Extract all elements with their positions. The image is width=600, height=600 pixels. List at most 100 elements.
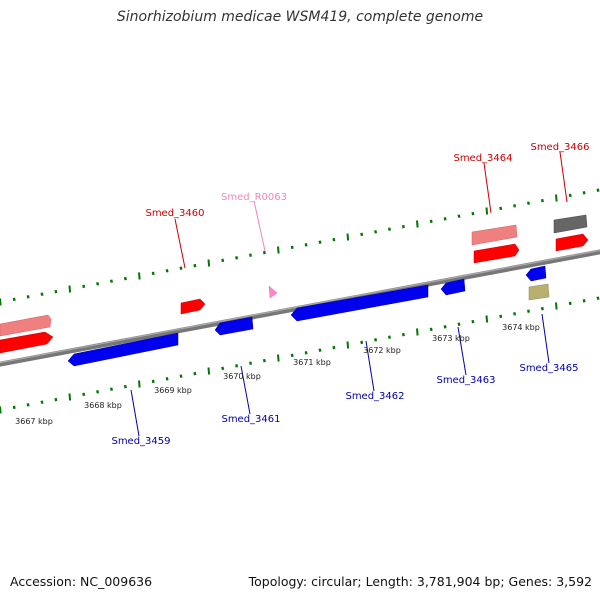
tick-row-reverse-tick: [346, 341, 350, 349]
gene-arrow-smed-3465-a[interactable]: [525, 265, 547, 282]
tick-row-forward-tick: [151, 271, 155, 276]
tick-row-forward-tick: [401, 224, 405, 229]
cds-bar-forward-1[interactable]: [0, 314, 52, 337]
tick-row-reverse-tick: [457, 322, 461, 326]
tick-row-forward-tick: [207, 259, 211, 267]
tick-row-reverse-tick: [40, 400, 44, 404]
scale-label-3671: 3671 kbp: [293, 358, 331, 367]
tick-row-forward-tick: [457, 214, 461, 218]
scale-label-3670: 3670 kbp: [223, 372, 261, 381]
gene-arrow-forward-1[interactable]: [0, 331, 54, 354]
genome-summary-text: Topology: circular; Length: 3,781,904 bp…: [248, 574, 592, 589]
tick-row-forward-tick: [374, 230, 378, 234]
tick-row-reverse-tick: [0, 406, 2, 414]
label-smed-3464[interactable]: Smed_3464: [453, 153, 512, 164]
tick-row-reverse-tick: [68, 393, 72, 401]
scale-label-3674: 3674 kbp: [502, 323, 540, 332]
tick-row-forward-tick: [555, 194, 558, 202]
gene-arrow-smed-3464[interactable]: [473, 243, 520, 264]
leader-smed-3459: [130, 389, 140, 437]
accession-text: Accession: NC_009636: [10, 574, 153, 589]
tick-row-forward-tick: [82, 284, 86, 289]
tick-row-forward-tick: [110, 279, 113, 283]
cds-bar-smed-3464[interactable]: [471, 224, 518, 246]
pseudo-bar-smed-3466[interactable]: [553, 214, 588, 234]
label-smed-3459[interactable]: Smed_3459: [111, 436, 170, 447]
tick-row-reverse-tick: [568, 301, 572, 306]
scale-label-3667: 3667 kbp: [15, 417, 53, 426]
label-smed-3463[interactable]: Smed_3463: [436, 375, 495, 386]
label-smed-3460[interactable]: Smed_3460: [145, 208, 204, 219]
tick-row-reverse-tick: [443, 325, 447, 329]
tick-row-reverse-tick: [12, 405, 16, 410]
tick-row-reverse-tick: [277, 354, 280, 362]
misc-bar-smed-3465[interactable]: [528, 283, 550, 301]
tick-row-reverse-tick: [555, 302, 558, 310]
tick-row-reverse-tick: [193, 371, 197, 376]
tick-row-forward-tick: [262, 250, 266, 255]
tick-row-forward-tick: [221, 258, 225, 263]
tick-row-reverse-tick: [207, 367, 211, 375]
tick-row-forward-tick: [499, 206, 503, 211]
tick-row-forward-tick: [346, 233, 350, 241]
tick-row-forward-tick: [26, 295, 30, 299]
tick-row-forward-tick: [165, 269, 169, 273]
tick-row-forward-tick: [304, 243, 308, 247]
tick-row-forward-tick: [429, 219, 433, 224]
tick-row-reverse-tick: [110, 387, 113, 391]
page-title: Sinorhizobium medicae WSM419, complete g…: [116, 9, 484, 25]
tick-row-reverse-tick: [249, 361, 252, 365]
leader-smed-3461: [240, 365, 251, 415]
tick-row-forward-tick: [96, 282, 100, 286]
tick-row-reverse-tick: [221, 366, 225, 371]
tick-row-reverse-tick: [54, 397, 58, 402]
tick-row-reverse-tick: [429, 327, 433, 332]
tick-row-forward-tick: [596, 188, 600, 192]
tick-row-forward-tick: [54, 289, 58, 294]
tick-row-forward-tick: [138, 272, 141, 280]
tick-row-reverse-tick: [165, 377, 169, 381]
tick-row-forward-tick: [12, 297, 16, 302]
scale-label-3672: 3672 kbp: [363, 346, 401, 355]
tick-row-forward-tick: [332, 237, 336, 242]
label-smed-3465[interactable]: Smed_3465: [519, 363, 578, 374]
tick-row-forward-tick: [582, 191, 586, 195]
tick-row-reverse-tick: [138, 380, 141, 388]
tick-row-reverse-tick: [513, 312, 517, 316]
gene-arrow-smed-3460[interactable]: [180, 298, 206, 315]
tick-row-forward-tick: [360, 232, 364, 237]
tick-row-reverse-tick: [318, 348, 322, 352]
tick-row-reverse-tick: [471, 319, 475, 324]
gene-arrow-smed-3466[interactable]: [555, 233, 589, 252]
label-smed-3462[interactable]: Smed_3462: [345, 391, 404, 402]
leader-smed-3466: [559, 151, 568, 203]
tick-row-forward-tick: [388, 227, 391, 231]
tick-row-reverse-tick: [596, 296, 600, 300]
gene-arrow-smed-3461[interactable]: [214, 316, 254, 336]
tick-row-reverse-tick: [374, 338, 378, 342]
gene-arrow-smed-3462[interactable]: [290, 284, 429, 322]
tick-row-forward-tick: [568, 193, 572, 198]
tick-row-reverse-tick: [96, 390, 100, 394]
tick-row-forward-tick: [249, 253, 252, 257]
tick-row-reverse-tick: [290, 353, 294, 358]
leader-smed-3465: [541, 313, 550, 364]
label-smed-r0063[interactable]: Smed_R0063: [221, 192, 287, 203]
tick-row-reverse-tick: [304, 351, 308, 355]
tick-row-reverse-tick: [82, 392, 86, 397]
tick-row-forward-tick: [0, 298, 2, 306]
label-smed-3466[interactable]: Smed_3466: [530, 142, 589, 153]
tick-marks: [0, 188, 600, 414]
tick-row-reverse-tick: [123, 384, 127, 389]
rna-marker-smed-r0063[interactable]: [268, 285, 278, 299]
tick-row-forward-tick: [290, 245, 294, 250]
gene-arrow-smed-3459[interactable]: [67, 332, 179, 367]
leader-smed-3463: [457, 326, 467, 376]
tick-row-reverse-tick: [401, 332, 405, 337]
tick-row-reverse-tick: [151, 379, 155, 384]
gene-arrow-smed-3463[interactable]: [440, 278, 466, 296]
tick-row-reverse-tick: [582, 299, 586, 303]
label-smed-3461[interactable]: Smed_3461: [221, 414, 280, 425]
leader-smed-3460: [174, 218, 186, 269]
